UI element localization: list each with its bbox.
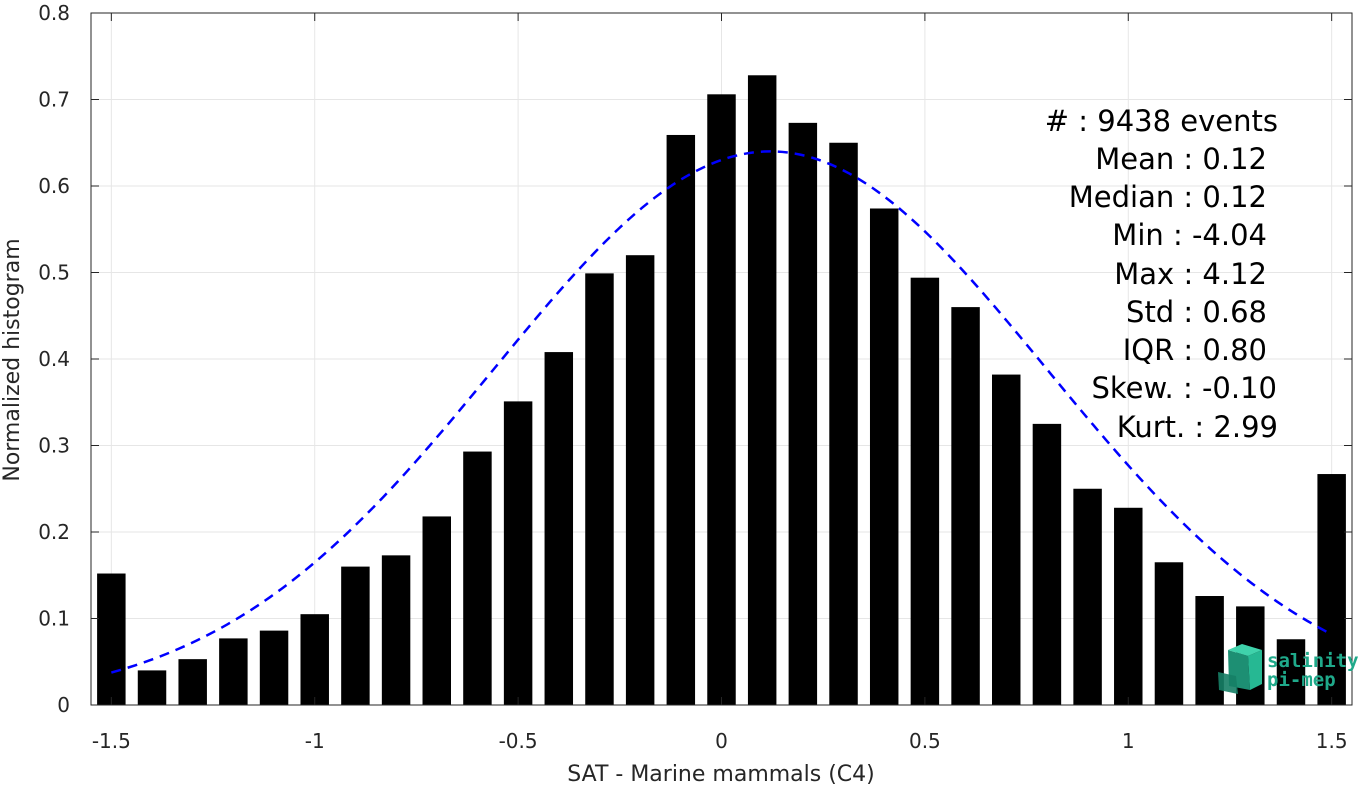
y-tick-label: 0.8: [38, 1, 70, 25]
gaussian-fit-curve: [110, 150, 1333, 674]
y-tick-label: 0.6: [38, 174, 70, 198]
logo-cube-icon: [1218, 644, 1262, 694]
stats-count: # : 9438 events: [1045, 104, 1278, 138]
histogram-bar: [992, 374, 1021, 705]
x-tick-label: 1: [1122, 729, 1135, 753]
y-tick-label: 0.2: [38, 520, 70, 544]
logo-line2: pi-mep: [1267, 669, 1336, 691]
y-tick-label: 0.3: [38, 434, 70, 458]
y-axis-ticks: 0 0.1 0.2 0.3 0.4 0.5 0.6 0.7 0.8: [38, 1, 1352, 717]
histogram-bar: [625, 255, 655, 705]
stats-std: Std : 0.68: [1126, 295, 1267, 329]
y-axis-title: Normalized histogram: [0, 238, 25, 481]
stats-skew: Skew. : -0.10: [1091, 371, 1277, 405]
histogram-bar: [463, 451, 492, 705]
histogram-bar: [1073, 488, 1102, 705]
stats-median: Median : 0.12: [1069, 180, 1267, 214]
histogram-bar: [219, 638, 248, 705]
histogram-bar: [422, 516, 451, 705]
histogram-bar: [910, 277, 940, 705]
stats-min: Min : -4.04: [1112, 218, 1267, 252]
histogram-bar: [178, 659, 207, 705]
histogram-bar: [585, 273, 614, 705]
x-tick-label: 0: [715, 729, 728, 753]
y-tick-label: 0: [57, 693, 70, 717]
histogram-bar: [259, 630, 289, 705]
histogram-bar: [1114, 507, 1143, 705]
histogram-bar: [747, 75, 777, 705]
stats-max: Max : 4.12: [1114, 257, 1267, 291]
x-tick-label: 0.5: [909, 729, 941, 753]
salinity-pimep-logo: salinity pi-mep: [1218, 644, 1359, 694]
histogram-bar: [788, 122, 818, 706]
x-axis-ticks: -1.5 -1 -0.5 0 0.5 1 1.5: [92, 13, 1348, 753]
stats-iqr: IQR : 0.80: [1123, 333, 1267, 367]
histogram-bar: [341, 566, 370, 705]
y-tick-label: 0.1: [38, 607, 70, 631]
x-axis-title: SAT - Marine mammals (C4): [567, 762, 875, 785]
x-tick-label: -0.5: [499, 729, 538, 753]
y-tick-label: 0.7: [38, 88, 70, 112]
histogram-bar: [869, 208, 899, 706]
histogram-bar: [503, 401, 533, 705]
histogram-bar: [381, 555, 411, 705]
logo-line1: salinity: [1267, 650, 1359, 672]
y-tick-label: 0.4: [38, 347, 70, 371]
y-tick-label: 0.5: [38, 261, 70, 285]
stats-mean: Mean : 0.12: [1095, 142, 1267, 176]
histogram-bar: [300, 614, 329, 705]
stats-kurt: Kurt. : 2.99: [1117, 410, 1278, 444]
bars: [97, 75, 1346, 706]
histogram-bar: [1032, 423, 1062, 705]
histogram-bar: [1317, 474, 1346, 705]
x-tick-label: 1.5: [1316, 729, 1348, 753]
x-tick-label: -1.5: [92, 729, 131, 753]
histogram-bar: [707, 94, 736, 705]
stats-box: # : 9438 events Mean : 0.12 Median : 0.1…: [1045, 104, 1278, 444]
histogram-bar: [951, 307, 980, 705]
histogram-bar: [137, 670, 167, 705]
histogram-bar: [1154, 562, 1184, 705]
histogram-bar: [829, 142, 858, 705]
histogram-bar: [1276, 639, 1306, 705]
x-tick-label: -1: [305, 729, 325, 753]
histogram-bar: [544, 352, 574, 705]
histogram-bar: [97, 573, 126, 705]
histogram-bar: [666, 134, 696, 706]
